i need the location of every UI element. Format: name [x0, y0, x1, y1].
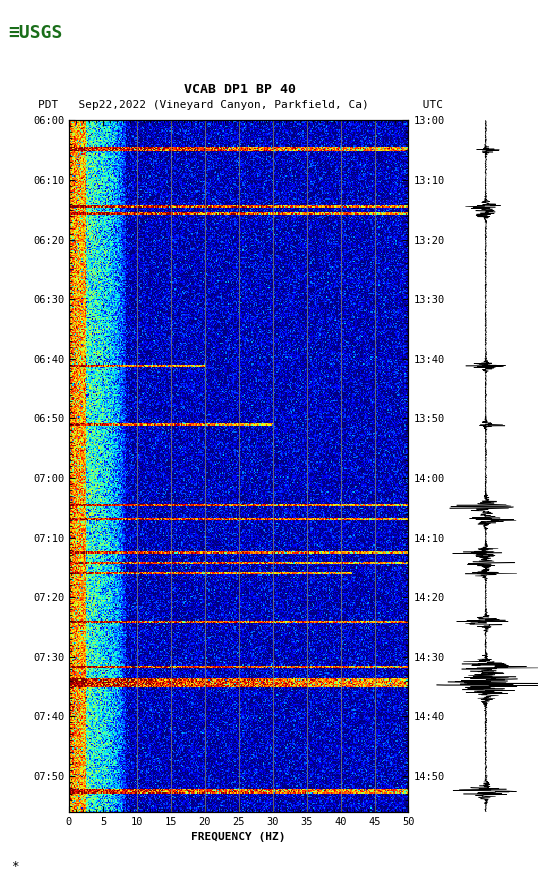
X-axis label: FREQUENCY (HZ): FREQUENCY (HZ) [192, 832, 286, 842]
Text: PDT   Sep22,2022 (Vineyard Canyon, Parkfield, Ca)        UTC: PDT Sep22,2022 (Vineyard Canyon, Parkfie… [38, 100, 443, 110]
Text: *: * [11, 860, 19, 872]
Text: ≡USGS: ≡USGS [8, 24, 63, 42]
Text: VCAB DP1 BP 40: VCAB DP1 BP 40 [184, 83, 296, 96]
